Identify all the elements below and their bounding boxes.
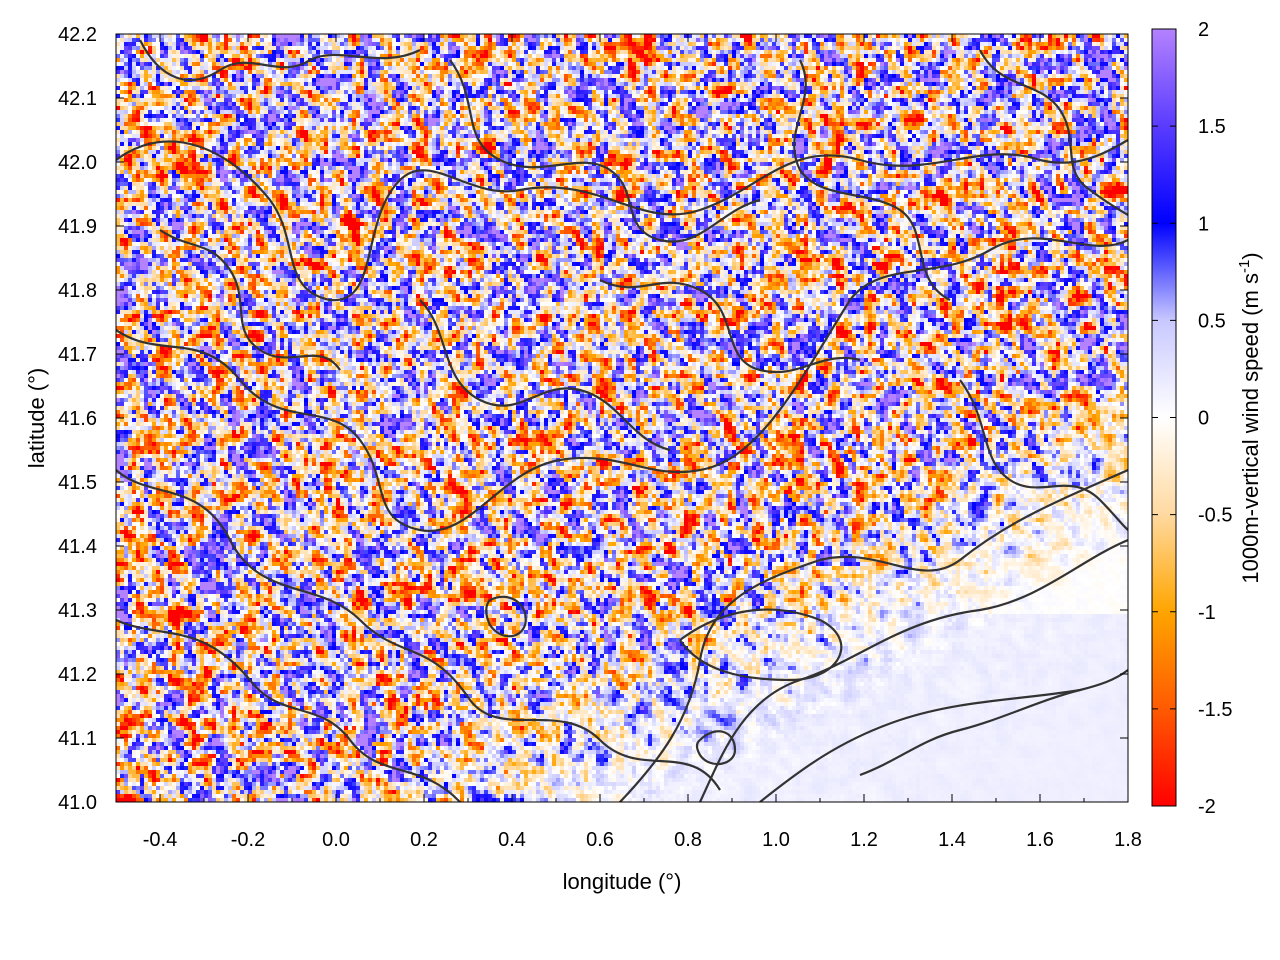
colorbar-label-close: )	[1238, 252, 1263, 259]
y-axis-label: latitude (°)	[24, 368, 49, 469]
y-tick-label: 41.7	[58, 344, 97, 366]
colorbar-tick-label: 0.5	[1198, 310, 1226, 332]
colorbar-tick-label: -2	[1198, 796, 1216, 818]
y-tick-label: 41.3	[58, 600, 97, 622]
colorbar-tick-label: 0	[1198, 408, 1209, 430]
x-tick-label: 0.2	[410, 829, 438, 851]
terrain-contours	[116, 39, 1128, 802]
y-tick-label: 41.5	[58, 472, 97, 494]
colorbar-ticks: -2 -1.5 -1 -0.5 0 0.5 1 1.5 2	[1152, 19, 1232, 818]
y-tick-label: 42.0	[58, 152, 97, 174]
x-tick-label: 1.4	[938, 829, 966, 851]
colorbar-tick-label: 2	[1198, 19, 1209, 41]
colorbar: -2 -1.5 -1 -0.5 0 0.5 1 1.5 2 1000m-vertical win…	[1151, 19, 1263, 818]
colorbar-label-main: 1000m-vertical wind speed (m s	[1238, 273, 1263, 584]
x-tick-label: 1.2	[850, 829, 878, 851]
colorbar-tick-label: 1	[1198, 213, 1209, 235]
y-tick-label: 41.8	[58, 280, 97, 302]
y-tick-label: 41.1	[58, 728, 97, 750]
y-tick-label: 41.2	[58, 664, 97, 686]
x-tick-label: -0.4	[143, 829, 177, 851]
contour-line	[116, 618, 461, 802]
x-tick-label: 0.8	[674, 829, 702, 851]
contour-line	[679, 608, 843, 682]
colorbar-tick-label: -1	[1198, 602, 1216, 624]
y-tick-label: 41.6	[58, 408, 97, 430]
y-tick-label: 41.0	[58, 792, 97, 814]
contour-line	[759, 669, 1128, 802]
contour-line	[485, 595, 527, 638]
y-tick-label: 42.1	[58, 88, 97, 110]
x-axis-label: longitude (°)	[563, 869, 682, 894]
contour-line	[116, 469, 721, 791]
x-tick-label: 1.6	[1026, 829, 1054, 851]
contour-line	[599, 279, 861, 374]
x-tick-label: 1.0	[762, 829, 790, 851]
contour-line	[116, 139, 1128, 302]
contour-line	[859, 688, 1081, 777]
contour-line	[449, 59, 761, 243]
contour-line	[619, 468, 1128, 802]
colorbar-label-exponent: -1	[1236, 260, 1253, 273]
x-tick-label: -0.2	[231, 829, 265, 851]
y-tick-label: 42.2	[58, 24, 97, 46]
contour-line	[695, 730, 737, 766]
x-tick-label: 0.6	[586, 829, 614, 851]
colorbar-tick-label: -0.5	[1198, 505, 1232, 527]
x-tick-label: 0.0	[322, 829, 350, 851]
y-tick-label: 41.4	[58, 536, 97, 558]
x-tick-label: 0.4	[498, 829, 526, 851]
contour-line	[139, 39, 421, 82]
colorbar-tick-label: -1.5	[1198, 699, 1232, 721]
contour-line	[159, 229, 341, 371]
x-axis-ticks: -0.4 -0.2 0.0 0.2 0.4 0.6 0.8 1.0 1.2 1.4 1.6 1.8	[115, 34, 1142, 851]
contour-line	[793, 59, 951, 301]
contour-line	[419, 299, 671, 452]
colorbar-label: 1000m-vertical wind speed (m s-1)	[1236, 252, 1263, 583]
y-axis-ticks: 41.0 41.1 41.2 41.3 41.4 41.5 41.6 41.7 41.8 41.9…	[58, 24, 1128, 814]
y-tick-label: 41.9	[58, 216, 97, 238]
contour-line	[699, 538, 1128, 802]
contour-line	[979, 49, 1128, 216]
x-tick-label: 1.8	[1114, 829, 1142, 851]
colorbar-tick-label: 1.5	[1198, 116, 1226, 138]
contour-line	[959, 379, 1128, 531]
contour-line	[116, 237, 1128, 533]
